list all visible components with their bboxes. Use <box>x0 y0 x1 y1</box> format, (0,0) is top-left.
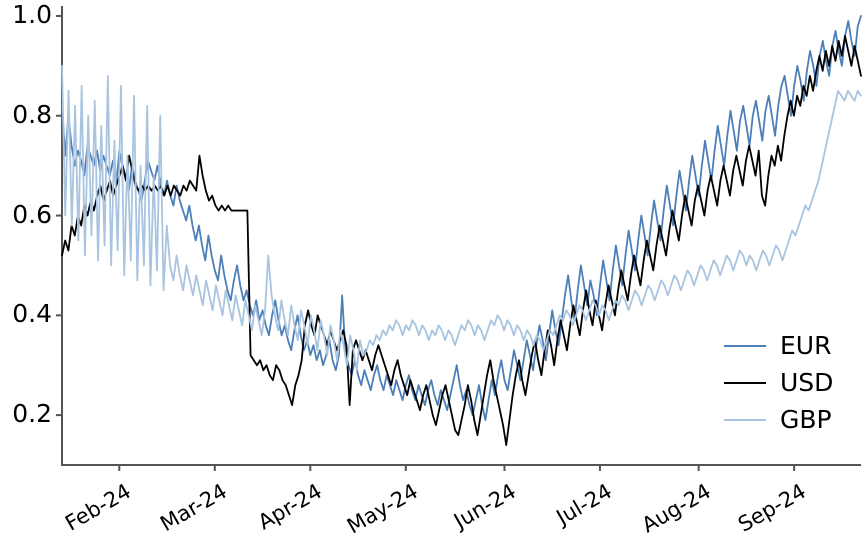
series-line-usd <box>61 35 862 446</box>
y-tick-0.8: 0.8 <box>12 99 52 129</box>
series-line-eur <box>61 15 862 422</box>
y-tick-1.0: 1.0 <box>12 0 52 29</box>
series-line-gbp <box>61 64 862 372</box>
y-tick-0.2: 0.2 <box>12 399 52 429</box>
legend-label-eur: EUR <box>780 331 832 360</box>
legend-label-gbp: GBP <box>780 405 832 434</box>
legend-label-usd: USD <box>780 368 834 397</box>
y-tick-0.6: 0.6 <box>12 199 52 229</box>
y-tick-0.4: 0.4 <box>12 299 52 329</box>
